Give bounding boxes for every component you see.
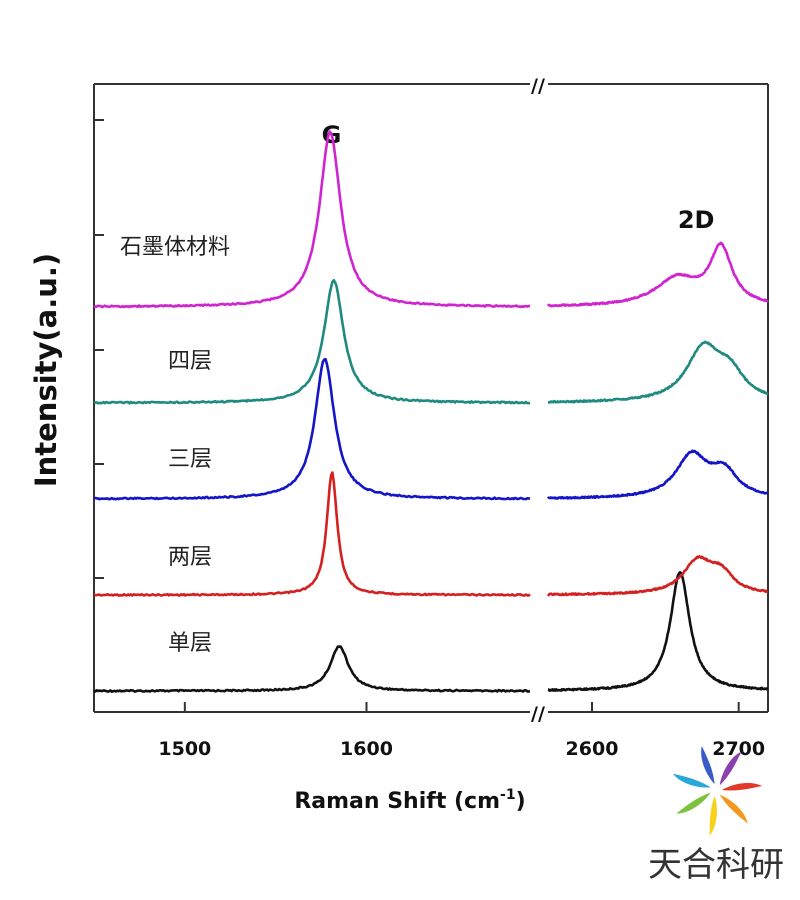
watermark-petal [722,783,762,791]
spectrum-line-left [93,279,531,405]
spectrum-line-left [94,358,531,501]
spectrum-line-right [546,241,769,308]
spectrum-line-left [93,471,531,597]
x-tick-label: 2600 [566,738,619,760]
x-tick-label: 1600 [340,738,393,760]
spectrum-line-left [93,130,531,309]
y-ticks [94,119,104,579]
watermark-swirl-icon [672,746,762,836]
series-label-two-layer: 两层 [168,545,212,570]
axis-break-bottom: // [531,703,545,725]
series-label-bulk-graphite: 石墨体材料 [120,235,230,260]
spectrum-line-right [547,340,769,404]
x-axis-title-superscript: -1 [500,787,516,803]
spectrum-line-right [546,449,769,500]
spectrum-line-left [93,645,531,693]
watermark-petal [701,746,715,785]
peak-label-2d: 2D [678,206,715,234]
series-label-three-layer: 三层 [168,447,212,472]
axis-break-top: // [531,75,545,97]
series-label-four-layer: 四层 [168,349,212,374]
spectrum-line-right [546,555,769,597]
watermark-petal [676,792,711,814]
x-axis-title: Raman Shift (cm-1) [294,787,525,814]
spectrum-line-right [547,571,769,692]
watermark-petal [719,751,742,786]
watermark-text: 天合科研 [648,845,784,885]
watermark-petal [709,795,717,836]
x-tick-label: 2700 [712,738,765,760]
plot-frame [93,83,769,713]
y-axis-title: Intensity(a.u.) [29,253,63,487]
x-ticks-left: 1500 1600 [158,702,393,760]
x-ticks-right: 2600 2700 [566,702,765,760]
x-tick-label: 1500 [158,738,211,760]
watermark-petal [672,773,711,788]
x-axis-title-close: ) [516,789,526,814]
watermark-petal [719,794,748,824]
axis-break-marks: // // [531,75,545,725]
series-group [93,130,769,693]
series-label-single-layer: 单层 [168,631,212,656]
x-axis-title-main: Raman Shift (cm [294,789,500,814]
watermark-logo: 天合科研 [648,746,784,885]
